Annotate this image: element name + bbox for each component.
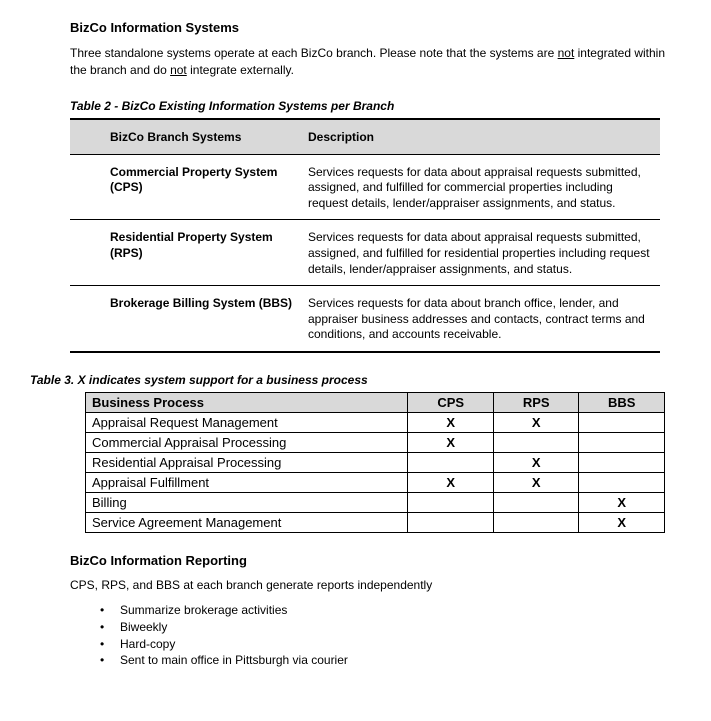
- table-row: Brokerage Billing System (BBS) Services …: [70, 286, 660, 352]
- table2-name-cps: Commercial Property System (CPS): [70, 154, 304, 220]
- section-title-reporting: BizCo Information Reporting: [70, 553, 681, 568]
- intro-paragraph: Three standalone systems operate at each…: [70, 45, 681, 79]
- table2-header-description: Description: [304, 119, 660, 155]
- intro-text-1: Three standalone systems operate at each…: [70, 46, 558, 60]
- t3-cps-4: [408, 492, 494, 512]
- table-row: Appraisal Request Management X X: [86, 412, 665, 432]
- section-title-info-systems: BizCo Information Systems: [70, 20, 681, 35]
- t3-rps-1: [493, 432, 579, 452]
- table3-header-bbs: BBS: [579, 392, 665, 412]
- t3-bbs-4: X: [579, 492, 665, 512]
- t3-cps-5: [408, 512, 494, 532]
- table-row: Billing X: [86, 492, 665, 512]
- intro-text-3: integrate externally.: [187, 63, 294, 77]
- t3-bbs-2: [579, 452, 665, 472]
- t3-rps-5: [493, 512, 579, 532]
- table3: Business Process CPS RPS BBS Appraisal R…: [85, 392, 665, 533]
- table-row: Commercial Property System (CPS) Service…: [70, 154, 660, 220]
- t3-bp-2: Residential Appraisal Processing: [86, 452, 408, 472]
- table2-name-rps: Residential Property System (RPS): [70, 220, 304, 286]
- table2-desc-cps: Services requests for data about apprais…: [304, 154, 660, 220]
- t3-cps-0: X: [408, 412, 494, 432]
- t3-bbs-3: [579, 472, 665, 492]
- table2: BizCo Branch Systems Description Commerc…: [70, 118, 660, 353]
- table3-header-row: Business Process CPS RPS BBS: [86, 392, 665, 412]
- table-row: Residential Appraisal Processing X: [86, 452, 665, 472]
- table2-header-row: BizCo Branch Systems Description: [70, 119, 660, 155]
- table-row: Commercial Appraisal Processing X: [86, 432, 665, 452]
- list-item: Biweekly: [100, 619, 681, 636]
- reporting-bullets: Summarize brokerage activities Biweekly …: [100, 602, 681, 669]
- t3-bp-3: Appraisal Fulfillment: [86, 472, 408, 492]
- table2-name-bbs: Brokerage Billing System (BBS): [70, 286, 304, 352]
- t3-bp-1: Commercial Appraisal Processing: [86, 432, 408, 452]
- t3-bp-0: Appraisal Request Management: [86, 412, 408, 432]
- table-row: Residential Property System (RPS) Servic…: [70, 220, 660, 286]
- table3-caption: Table 3. X indicates system support for …: [30, 373, 681, 387]
- t3-rps-4: [493, 492, 579, 512]
- table-row: Service Agreement Management X: [86, 512, 665, 532]
- t3-bbs-1: [579, 432, 665, 452]
- table2-desc-bbs: Services requests for data about branch …: [304, 286, 660, 352]
- table2-desc-rps: Services requests for data about apprais…: [304, 220, 660, 286]
- t3-cps-3: X: [408, 472, 494, 492]
- list-item: Hard-copy: [100, 636, 681, 653]
- t3-bbs-5: X: [579, 512, 665, 532]
- table3-header-cps: CPS: [408, 392, 494, 412]
- list-item: Summarize brokerage activities: [100, 602, 681, 619]
- table2-caption: Table 2 - BizCo Existing Information Sys…: [70, 99, 681, 113]
- reporting-intro: CPS, RPS, and BBS at each branch generat…: [70, 578, 681, 592]
- t3-rps-0: X: [493, 412, 579, 432]
- t3-rps-2: X: [493, 452, 579, 472]
- t3-cps-2: [408, 452, 494, 472]
- t3-bbs-0: [579, 412, 665, 432]
- intro-not-2: not: [170, 63, 187, 77]
- intro-not-1: not: [558, 46, 575, 60]
- list-item: Sent to main office in Pittsburgh via co…: [100, 652, 681, 669]
- t3-bp-5: Service Agreement Management: [86, 512, 408, 532]
- t3-cps-1: X: [408, 432, 494, 452]
- table-row: Appraisal Fulfillment X X: [86, 472, 665, 492]
- table3-header-rps: RPS: [493, 392, 579, 412]
- t3-rps-3: X: [493, 472, 579, 492]
- table2-header-systems: BizCo Branch Systems: [70, 119, 304, 155]
- table3-header-bp: Business Process: [86, 392, 408, 412]
- t3-bp-4: Billing: [86, 492, 408, 512]
